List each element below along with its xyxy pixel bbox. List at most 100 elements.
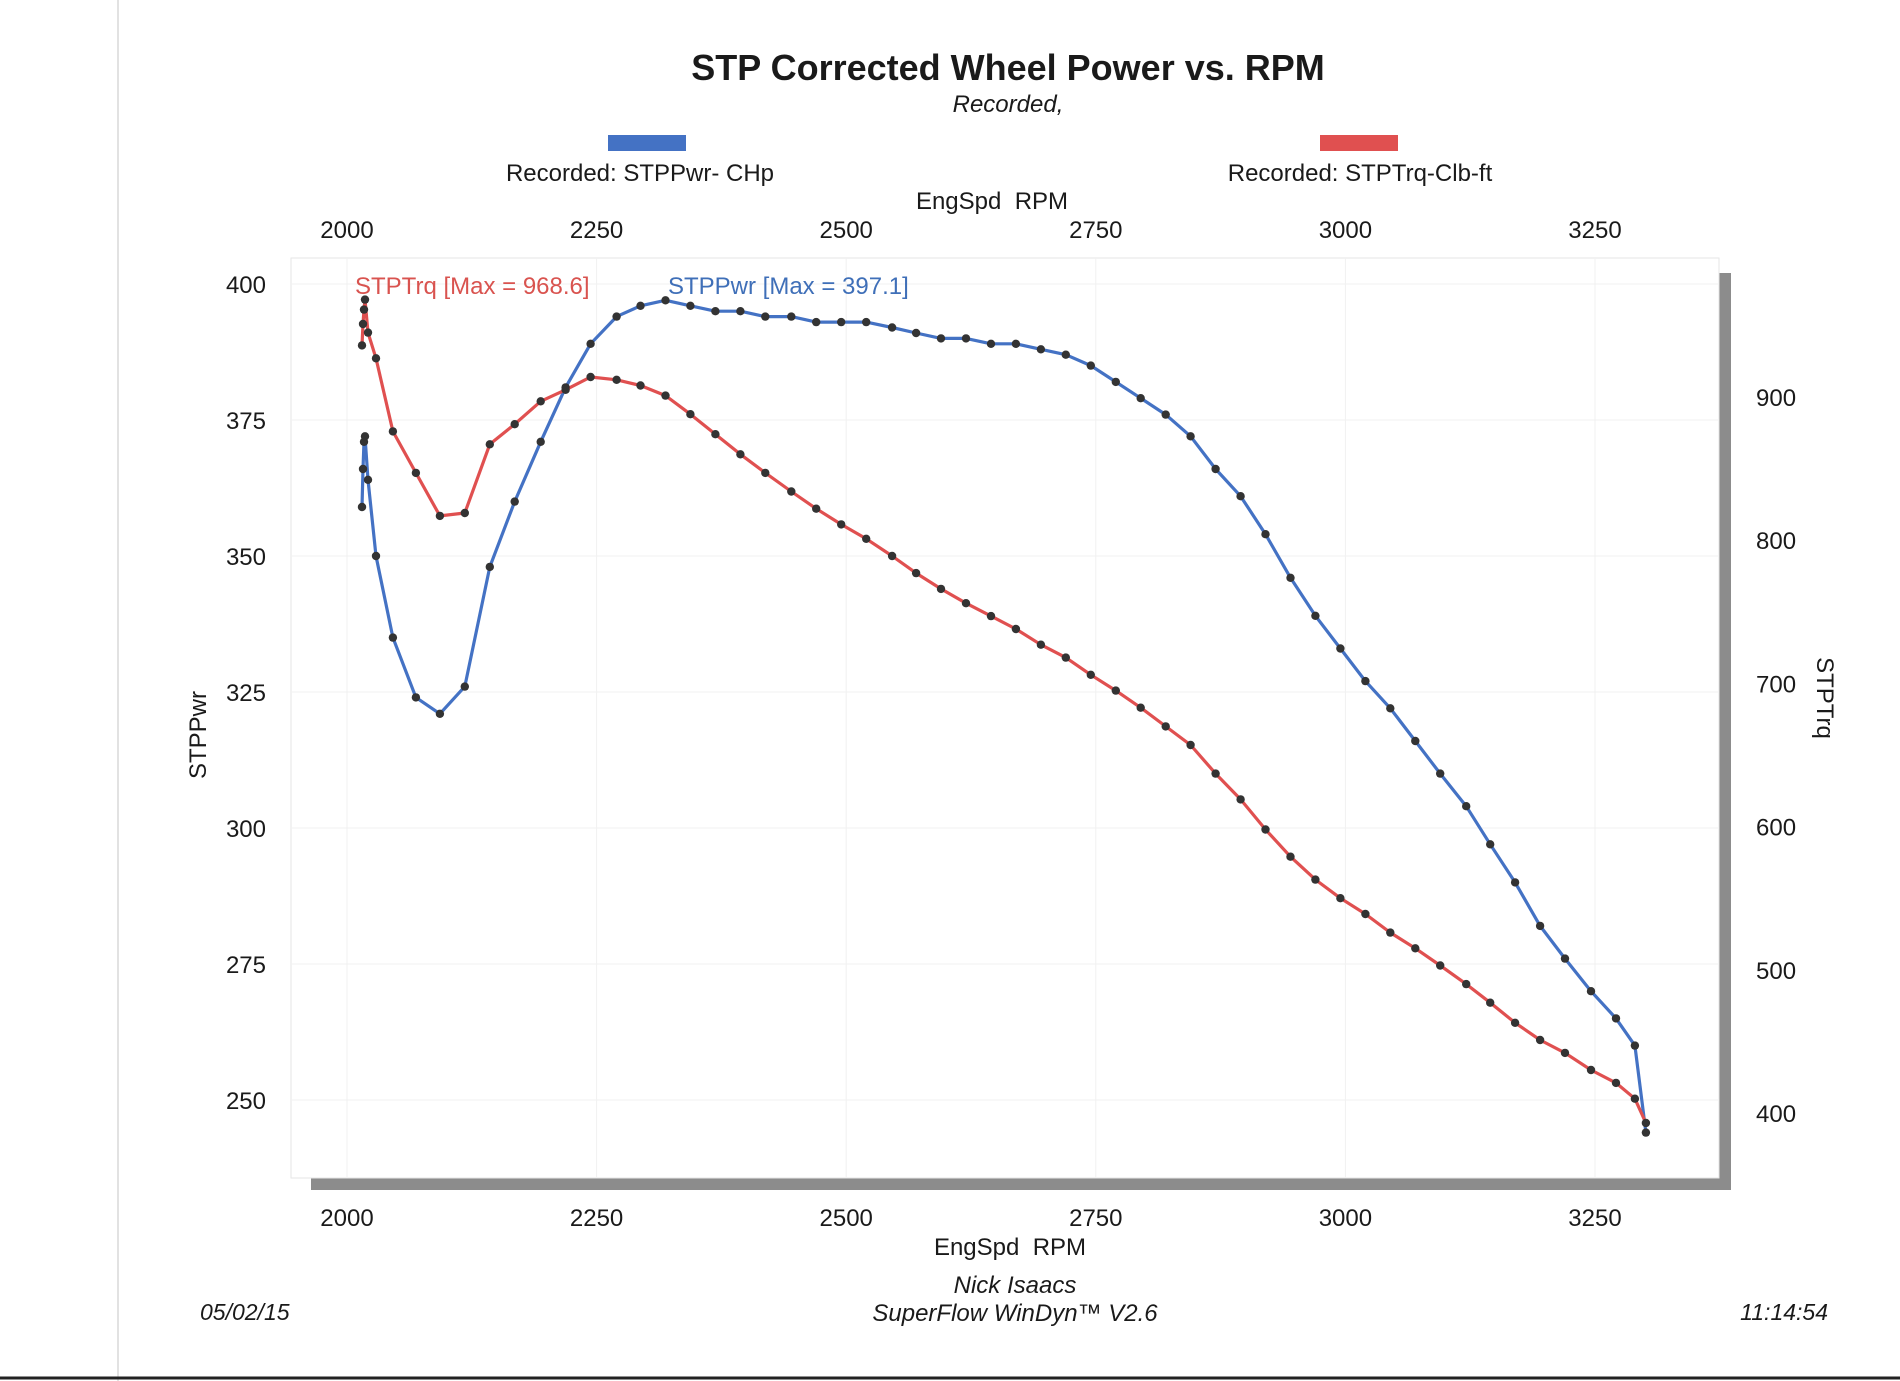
data-point-stppwr bbox=[1510, 878, 1520, 887]
data-point-stptrq bbox=[357, 341, 367, 350]
data-point-stppwr bbox=[485, 562, 494, 572]
data-point-stppwr bbox=[357, 502, 367, 512]
data-point-stppwr bbox=[1261, 530, 1270, 539]
data-point-stppwr bbox=[536, 437, 545, 446]
data-point-stppwr bbox=[1336, 644, 1345, 653]
x-tick-label-bottom: 2500 bbox=[820, 1205, 873, 1232]
data-point-stptrq bbox=[1036, 640, 1046, 649]
y-left-tick-label: 300 bbox=[226, 816, 266, 843]
data-point-stptrq bbox=[1286, 852, 1295, 861]
data-point-stppwr bbox=[371, 551, 381, 561]
data-point-stppwr bbox=[736, 307, 745, 316]
x-tick-label-top: 2000 bbox=[320, 217, 373, 244]
data-point-stptrq bbox=[1386, 928, 1395, 937]
data-point-stptrq bbox=[1061, 653, 1071, 662]
footer-time: 11:14:54 bbox=[1740, 1299, 1828, 1325]
grid bbox=[291, 258, 1719, 1178]
data-point-stppwr bbox=[411, 693, 421, 702]
y-right-tick-label: 700 bbox=[1756, 671, 1796, 698]
data-point-stptrq bbox=[1510, 1018, 1520, 1027]
x-tick-label-top: 2250 bbox=[570, 217, 623, 244]
y-left-tick-label: 375 bbox=[226, 408, 266, 435]
data-point-stptrq bbox=[1535, 1035, 1545, 1045]
data-point-stptrq bbox=[1261, 825, 1270, 834]
data-point-stppwr bbox=[1161, 410, 1170, 419]
y-left-tick-label: 400 bbox=[226, 272, 266, 299]
data-point-stppwr bbox=[1111, 377, 1121, 387]
data-point-stptrq bbox=[636, 381, 645, 390]
footer-date: 05/02/15 bbox=[200, 1299, 290, 1325]
x-tick-label-bottom: 2750 bbox=[1069, 1205, 1122, 1232]
data-point-stptrq bbox=[1086, 670, 1096, 679]
data-point-stppwr bbox=[636, 301, 645, 310]
data-point-stppwr bbox=[358, 464, 368, 474]
data-point-stptrq bbox=[862, 534, 871, 543]
data-point-stptrq bbox=[1361, 909, 1370, 919]
chart-title: STP Corrected Wheel Power vs. RPM bbox=[691, 47, 1325, 88]
data-point-stppwr bbox=[1361, 676, 1370, 686]
data-point-stptrq bbox=[1611, 1078, 1621, 1088]
data-point-stppwr bbox=[812, 317, 821, 327]
data-point-stppwr bbox=[1535, 921, 1545, 931]
y-right-tick-label: 900 bbox=[1756, 385, 1796, 412]
data-point-stptrq bbox=[837, 520, 846, 529]
data-point-stptrq bbox=[961, 599, 971, 608]
data-point-stppwr bbox=[986, 339, 996, 348]
data-point-stppwr bbox=[837, 317, 846, 327]
data-point-stppwr bbox=[961, 334, 971, 343]
y-right-tick-label: 500 bbox=[1756, 958, 1796, 985]
data-point-stptrq bbox=[1586, 1065, 1596, 1075]
data-point-stppwr bbox=[936, 334, 946, 343]
data-point-stppwr bbox=[1136, 394, 1145, 403]
data-point-stptrq bbox=[812, 504, 821, 513]
legend-label-power: Recorded: STPPwr- CHp bbox=[506, 160, 774, 187]
data-point-stptrq bbox=[371, 354, 381, 363]
data-point-stptrq bbox=[761, 468, 770, 478]
x-tick-label-bottom: 3000 bbox=[1319, 1205, 1372, 1232]
data-point-stppwr bbox=[1011, 339, 1021, 348]
data-point-stppwr bbox=[1036, 345, 1046, 354]
data-point-stppwr bbox=[787, 312, 796, 321]
data-point-stptrq bbox=[612, 375, 621, 384]
data-point-stptrq bbox=[1161, 722, 1170, 731]
data-point-stppwr bbox=[1186, 432, 1195, 441]
data-point-stppwr bbox=[388, 633, 398, 642]
data-point-stptrq bbox=[1136, 703, 1145, 712]
data-point-stppwr bbox=[1560, 954, 1570, 963]
data-point-stppwr bbox=[1236, 492, 1245, 501]
data-point-stptrq bbox=[711, 430, 720, 439]
x-tick-label-top: 2750 bbox=[1069, 217, 1122, 244]
data-point-stppwr bbox=[1611, 1014, 1621, 1023]
data-point-stppwr bbox=[1286, 573, 1295, 582]
data-point-stppwr bbox=[1386, 704, 1395, 713]
data-point-stptrq bbox=[586, 372, 595, 382]
data-point-stppwr bbox=[586, 339, 595, 348]
data-point-stptrq bbox=[485, 440, 494, 449]
x-axis-label-bottom: EngSpd RPM bbox=[934, 1234, 1086, 1261]
data-point-stppwr bbox=[761, 312, 770, 321]
power-max-annotation: STPPwr [Max = 397.1] bbox=[668, 273, 909, 300]
data-point-stppwr bbox=[1462, 802, 1471, 811]
y-axis-left-ticks: 250 275 300 325 350 375 400 bbox=[226, 272, 266, 1115]
data-point-stptrq bbox=[1436, 961, 1445, 970]
data-point-stppwr bbox=[1411, 736, 1420, 746]
y-right-tick-label: 400 bbox=[1756, 1101, 1796, 1128]
y-right-tick-label: 600 bbox=[1756, 815, 1796, 842]
data-point-stppwr bbox=[360, 432, 370, 441]
legend-swatch-torque bbox=[1320, 135, 1398, 151]
data-point-stppwr bbox=[1486, 840, 1495, 849]
data-point-stptrq bbox=[1311, 875, 1320, 884]
torque-max-annotation: STPTrq [Max = 968.6] bbox=[355, 273, 590, 300]
data-point-stptrq bbox=[986, 611, 996, 621]
data-point-stptrq bbox=[359, 305, 369, 314]
data-point-stptrq bbox=[536, 397, 545, 406]
data-point-stppwr bbox=[887, 323, 897, 332]
data-point-stptrq bbox=[1336, 894, 1345, 903]
data-point-stppwr bbox=[911, 328, 921, 338]
data-point-stppwr bbox=[1086, 361, 1096, 370]
data-point-stptrq bbox=[1630, 1094, 1640, 1103]
data-point-stppwr bbox=[1641, 1128, 1651, 1137]
data-point-stptrq bbox=[736, 450, 745, 459]
legend: Recorded: STPPwr- CHp Recorded: STPTrq-C… bbox=[506, 135, 1493, 187]
